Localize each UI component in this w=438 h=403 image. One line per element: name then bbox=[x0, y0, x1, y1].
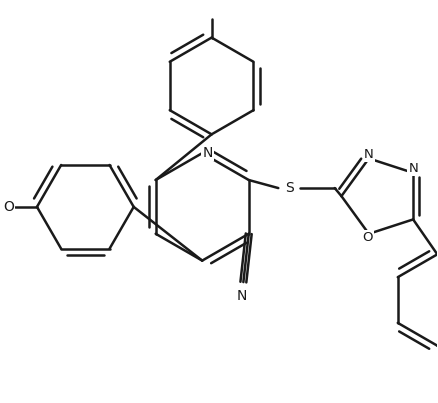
Text: S: S bbox=[285, 181, 293, 195]
Text: O: O bbox=[4, 200, 14, 214]
Text: N: N bbox=[364, 148, 374, 161]
Text: N: N bbox=[408, 162, 418, 175]
Text: O: O bbox=[362, 231, 373, 244]
Text: N: N bbox=[237, 289, 247, 303]
Text: N: N bbox=[202, 146, 213, 160]
